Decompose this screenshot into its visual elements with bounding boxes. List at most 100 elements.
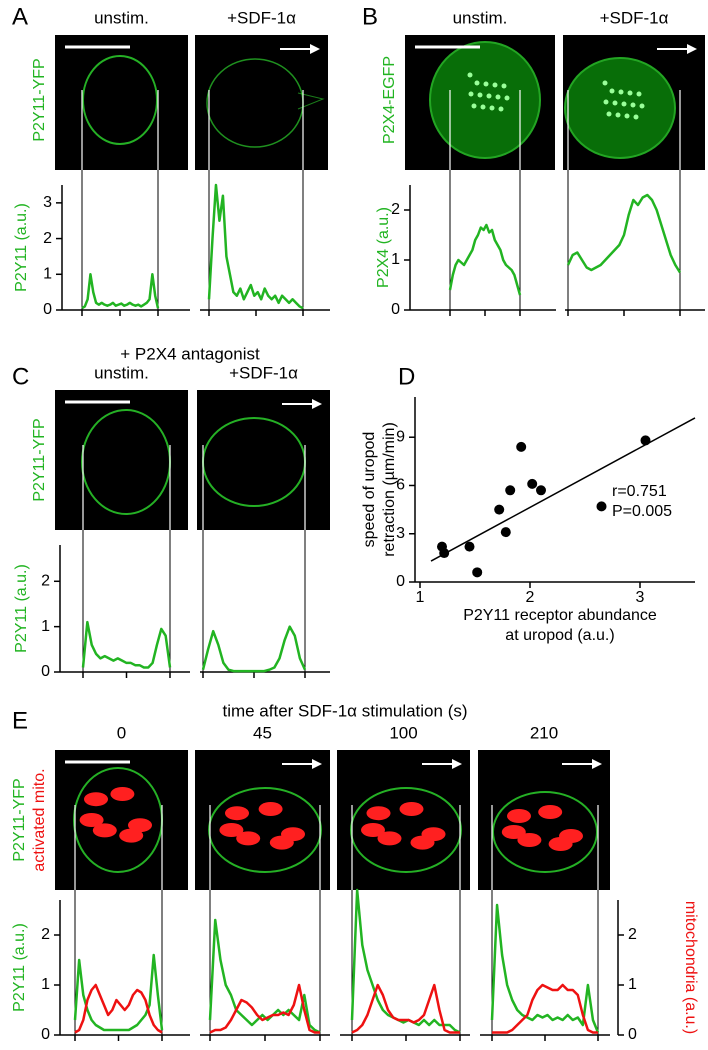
mitochondria (501, 825, 526, 839)
y-axis-label: P2X4 (a.u.) (375, 207, 392, 288)
column-title: unstim. (453, 8, 508, 27)
mitochondria (507, 809, 531, 823)
column-title: +SDF-1α (227, 8, 296, 27)
y-axis-label: P2Y11 (a.u.) (11, 923, 28, 1012)
data-point (472, 567, 483, 578)
x-tick-label: 3 (636, 589, 645, 606)
panel-letter: B (362, 3, 378, 30)
mitochondria (269, 835, 294, 850)
x-tick-label: 2 (526, 589, 535, 606)
cell-membrane (82, 55, 158, 145)
vesicle (501, 83, 507, 89)
profile-line (490, 903, 600, 1033)
micrograph (195, 35, 328, 170)
profile-line (74, 983, 163, 1034)
y-axis-label: speed of uropod (361, 432, 378, 548)
vesicle (618, 89, 624, 95)
data-point (439, 548, 450, 559)
data-point (640, 435, 651, 446)
column-title: 210 (530, 723, 558, 742)
micrograph (195, 750, 330, 890)
vesicle (489, 105, 495, 111)
migration-arrow-head (592, 759, 602, 769)
mitochondria (84, 792, 108, 807)
y-tick-label: 1 (41, 976, 50, 993)
profile-line (351, 983, 460, 1034)
y2-tick-label: 2 (628, 926, 637, 943)
y-axis-label: P2Y11 (a.u.) (13, 203, 30, 292)
profile-line (81, 620, 172, 669)
mitochondria (258, 802, 283, 816)
vesicle (498, 106, 504, 112)
profile-line (492, 983, 598, 1034)
vesicle (602, 80, 608, 86)
vesicle (474, 80, 480, 86)
vesicle (477, 92, 483, 98)
mitochondria (79, 813, 104, 827)
y-tick-label: 6 (396, 477, 405, 494)
y-tick-label: 1 (391, 251, 400, 268)
mitochondria (110, 787, 135, 801)
y-tick-label: 1 (41, 618, 50, 635)
mitochondria (361, 823, 385, 837)
cell-membrane (492, 791, 598, 873)
y-tick-label: 0 (41, 1026, 50, 1043)
mitochondria (410, 835, 435, 850)
y-tick-label: 0 (391, 301, 400, 318)
migration-arrow-head (312, 399, 322, 409)
micrograph (55, 390, 188, 530)
panel-letter: D (398, 363, 415, 390)
image-label: P2Y11-YFP (31, 418, 48, 501)
migration-arrow-head (687, 44, 697, 54)
column-title: +SDF-1α (600, 8, 669, 27)
panel-letter: A (12, 3, 28, 30)
cell-body (429, 41, 541, 159)
mitochondria (128, 818, 152, 833)
fit-line (430, 417, 696, 562)
image-label: P2Y11-YFP (31, 58, 48, 141)
cell-membrane (350, 787, 462, 873)
column-title: 45 (253, 723, 272, 742)
vesicle (612, 100, 618, 106)
annotation: P=0.005 (612, 503, 672, 520)
column-title: 100 (389, 723, 417, 742)
vesicle (486, 93, 492, 99)
y-tick-label: 2 (391, 201, 400, 218)
micrograph (197, 390, 330, 530)
data-point (500, 527, 511, 538)
y-tick-label: 2 (41, 926, 50, 943)
y2-axis-label: mitochondria (a.u.) (682, 901, 699, 1034)
profile-line (448, 223, 522, 296)
profile-line (81, 273, 160, 310)
image-label: P2X4-EGFP (381, 56, 398, 144)
migration-arrow-head (310, 44, 320, 54)
vesicle (627, 90, 633, 96)
data-point (494, 504, 505, 515)
data-point (536, 485, 546, 496)
y-tick-label: 0 (43, 301, 52, 318)
profile-line (207, 183, 304, 310)
column-title: 0 (117, 723, 126, 742)
mitochondria (366, 806, 391, 821)
y-tick-label: 3 (396, 525, 405, 542)
micrograph (55, 750, 188, 890)
data-point (464, 541, 475, 552)
vesicle (630, 102, 636, 108)
vesicle (471, 103, 477, 109)
vesicle (492, 82, 498, 88)
annotation: r=0.751 (612, 483, 667, 500)
data-point (527, 478, 538, 489)
mitochondria (538, 805, 563, 819)
image-label: P2Y11-YFP (11, 778, 28, 861)
profile-line (209, 983, 320, 1034)
mitochondria (377, 831, 402, 846)
data-point (516, 441, 527, 452)
image-label: activated mito. (31, 768, 48, 871)
profile-line (566, 193, 682, 274)
column-title: unstim. (94, 8, 149, 27)
mitochondria (548, 837, 573, 851)
migration-arrow-head (452, 759, 462, 769)
migration-arrow-head (312, 759, 322, 769)
profile-line (73, 953, 164, 1032)
y-tick-label: 1 (43, 266, 52, 283)
